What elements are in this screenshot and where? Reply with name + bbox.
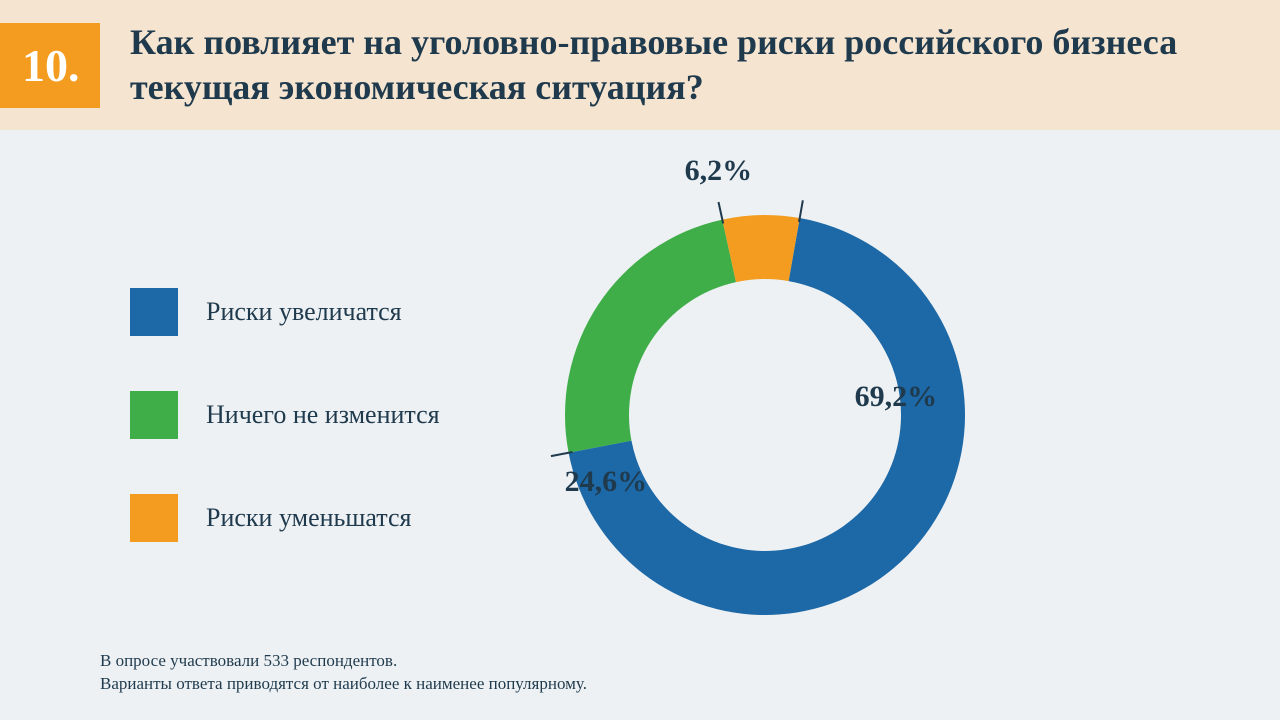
footnote-line: Варианты ответа приводятся от наиболее к… [100,673,587,696]
donut-svg [540,190,990,640]
question-number: 10. [0,23,100,108]
legend-item: Риски уменьшатся [130,494,440,542]
footnote: В опросе участвовали 533 респондентов. В… [100,650,587,696]
header-bar: 10. Как повлияет на уголовно-правовые ри… [0,0,1280,130]
footnote-line: В опросе участвовали 533 респондентов. [100,650,587,673]
slice-percent-label: 24,6% [565,465,648,499]
legend-label: Ничего не изменится [206,400,440,430]
slice-percent-label: 69,2% [855,380,938,414]
donut-chart: 69,2% 24,6% 6,2% [540,190,990,640]
legend-item: Риски увеличатся [130,288,440,336]
content-area: Риски увеличатся Ничего не изменится Рис… [0,130,1280,660]
legend-swatch [130,494,178,542]
question-title: Как повлияет на уголовно-правовые риски … [130,20,1250,110]
legend: Риски увеличатся Ничего не изменится Рис… [130,288,440,542]
legend-label: Риски уменьшатся [206,503,411,533]
legend-label: Риски увеличатся [206,297,402,327]
slice-percent-label: 6,2% [685,154,753,188]
legend-swatch [130,391,178,439]
legend-swatch [130,288,178,336]
legend-item: Ничего не изменится [130,391,440,439]
